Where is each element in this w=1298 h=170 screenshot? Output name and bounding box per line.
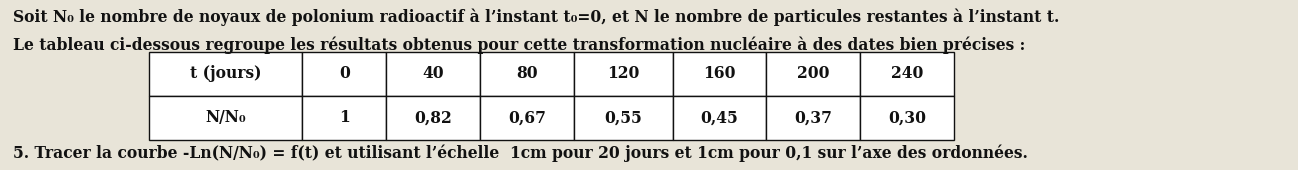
Bar [387, 96, 480, 140]
Text: Le tableau ci-dessous regroupe les résultats obtenus pour cette transformation n: Le tableau ci-dessous regroupe les résul… [13, 36, 1025, 54]
Text: 160: 160 [704, 65, 736, 82]
Text: 200: 200 [797, 65, 829, 82]
Bar [574, 52, 672, 96]
Bar [574, 96, 672, 140]
Text: 240: 240 [890, 65, 923, 82]
Text: 40: 40 [422, 65, 444, 82]
Bar [861, 96, 954, 140]
Text: N/N₀: N/N₀ [205, 109, 247, 126]
Bar [149, 52, 302, 96]
Text: 0: 0 [339, 65, 349, 82]
Text: 80: 80 [517, 65, 537, 82]
Text: 0,55: 0,55 [605, 109, 643, 126]
Text: 0,30: 0,30 [888, 109, 927, 126]
Text: Soit N₀ le nombre de noyaux de polonium radioactif à l’instant t₀=0, et N le nom: Soit N₀ le nombre de noyaux de polonium … [13, 9, 1059, 27]
Bar [480, 96, 574, 140]
Text: 0,37: 0,37 [794, 109, 832, 126]
Text: t (jours): t (jours) [190, 65, 261, 82]
Bar [672, 52, 766, 96]
Bar [766, 52, 861, 96]
Bar [861, 52, 954, 96]
Bar [672, 96, 766, 140]
Bar [149, 96, 302, 140]
Bar [480, 52, 574, 96]
Text: 120: 120 [607, 65, 640, 82]
Bar [302, 96, 387, 140]
Text: 0,67: 0,67 [508, 109, 546, 126]
Text: 1: 1 [339, 109, 349, 126]
Text: 0,45: 0,45 [701, 109, 739, 126]
Bar [387, 52, 480, 96]
Bar [302, 52, 387, 96]
Text: 5. Tracer la courbe -Ln(N/N₀) = f(t) et utilisant l’échelle  1cm pour 20 jours e: 5. Tracer la courbe -Ln(N/N₀) = f(t) et … [13, 144, 1028, 162]
Bar [766, 96, 861, 140]
Text: 0,82: 0,82 [414, 109, 452, 126]
